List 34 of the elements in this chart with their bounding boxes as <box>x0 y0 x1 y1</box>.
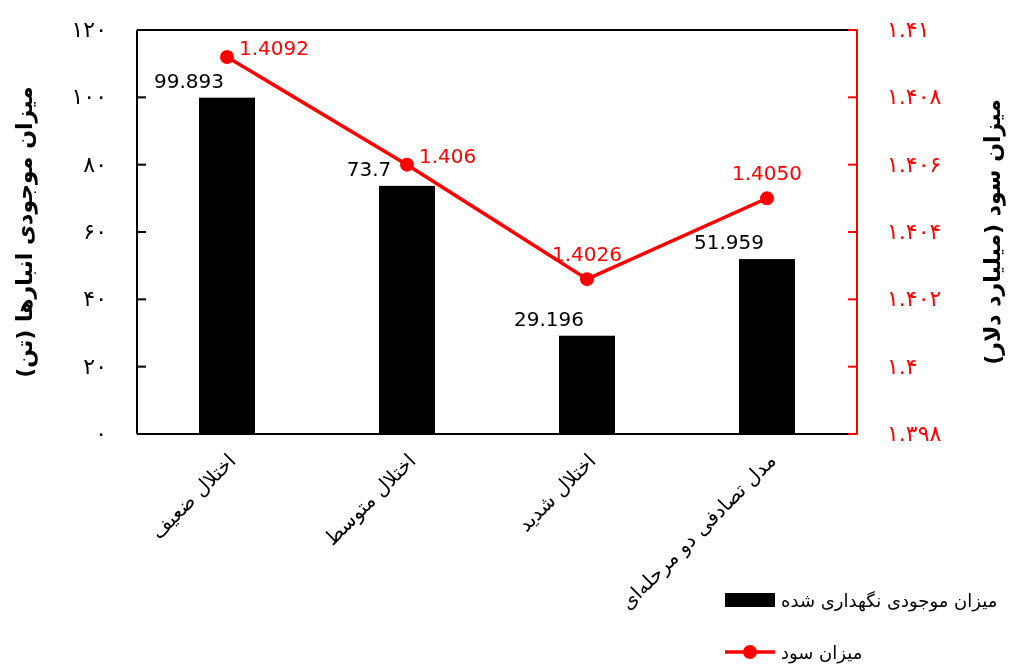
y-tick-label: ۶۰ <box>83 219 107 244</box>
legend-label: میزان موجودی نگهداری شده <box>781 590 998 612</box>
y-axis-title: میزان موجودی انبارها (تن) <box>12 86 38 378</box>
data-label: 1.4026 <box>552 242 622 267</box>
legend-label: میزان سود <box>781 642 863 664</box>
point <box>580 272 594 287</box>
y-tick-label: ۱۲۰ <box>71 17 107 42</box>
point <box>220 49 234 64</box>
data-label: 1.406 <box>419 143 477 168</box>
y2-tick-label: ۱.۴۰۶ <box>887 151 942 177</box>
data-label: 1.4092 <box>239 35 309 60</box>
data-label: 51.959 <box>694 230 764 255</box>
y2-tick-label: ۱.۴۰۴ <box>887 219 942 244</box>
point <box>760 191 774 206</box>
y2-tick-label: ۱.۴ <box>887 353 918 379</box>
x-tick-label: اختلال ضعیف <box>145 448 241 544</box>
y-tick-label: ۸۰ <box>83 151 107 177</box>
y2-axis-title: میزان سود (میلیارد دلار) <box>980 99 1006 365</box>
x-tick-label: اختلال شدید <box>512 448 601 537</box>
y2-tick-label: ۱.۳۹۸ <box>887 421 942 446</box>
data-label: 73.7 <box>346 156 392 181</box>
y2-tick-label: ۱.۴۱ <box>887 17 930 42</box>
y2-tick-label: ۱.۴۰۸ <box>887 84 942 110</box>
data-label: 1.4050 <box>732 161 802 186</box>
y-tick-label: ۲۰ <box>83 353 107 379</box>
data-label: 99.893 <box>154 68 224 93</box>
y-tick-label: ۱۰۰ <box>71 84 107 110</box>
y-tick-label: ۰ <box>95 421 107 446</box>
point <box>400 157 414 172</box>
x-tick-label: مدل تصادفی دو مرحله‌ای <box>614 448 781 615</box>
data-label: 29.196 <box>514 306 584 331</box>
y2-tick-label: ۱.۴۰۲ <box>887 286 942 312</box>
x-tick-label: اختلال متوسط <box>318 448 421 551</box>
y-tick-label: ۴۰ <box>83 286 107 312</box>
